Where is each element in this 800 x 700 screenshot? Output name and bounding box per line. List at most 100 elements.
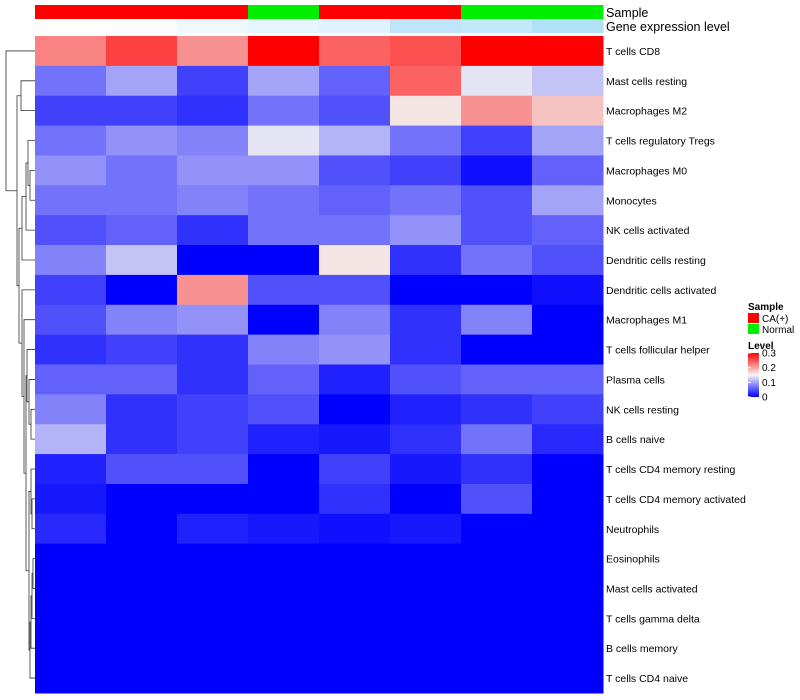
heatmap-cell [319, 633, 391, 664]
row-label: T cells gamma delta [606, 613, 700, 625]
row-label: NK cells resting [606, 404, 679, 416]
heatmap-cell [319, 334, 391, 365]
heatmap-cell [248, 95, 320, 127]
heatmap-cell [35, 513, 107, 545]
expression-track-cell [248, 19, 320, 33]
dendrogram-branch [28, 379, 35, 425]
heatmap-cell [319, 95, 391, 127]
heatmap-cell [461, 543, 533, 575]
dendrogram-branch [31, 573, 35, 619]
sample-track-cell [248, 5, 320, 19]
heatmap-cell [319, 36, 391, 67]
heatmap-cell [177, 65, 249, 97]
heatmap-cell [248, 364, 320, 395]
heatmap-cell [532, 36, 604, 67]
legend-level-colorbar [748, 353, 759, 397]
heatmap-cell [390, 65, 462, 97]
heatmap-cell [319, 185, 391, 216]
heatmap-cell [177, 95, 249, 127]
heatmap-cell [319, 274, 391, 306]
heatmap-cell [390, 185, 462, 216]
heatmap-cell [106, 245, 178, 276]
expression-track-cell [461, 19, 533, 33]
dendrogram-branch [29, 169, 35, 201]
heatmap-cell [319, 65, 391, 97]
heatmap-cell [248, 274, 320, 306]
heatmap-cell [106, 155, 178, 186]
heatmap-cell [106, 513, 178, 545]
heatmap-cell [248, 215, 320, 246]
track-label-expression: Gene expression level [606, 20, 730, 34]
heatmap-cell [35, 483, 107, 515]
heatmap-cell [390, 36, 462, 67]
heatmap-cell [177, 424, 249, 455]
heatmap-cell [177, 304, 249, 336]
heatmap-cell [461, 155, 533, 186]
heatmap-cell [319, 424, 391, 455]
heatmap-cell [106, 603, 178, 634]
heatmap-cell [177, 36, 249, 67]
expression-track-cell [532, 19, 604, 33]
heatmap-cell [248, 543, 320, 575]
heatmap-cell [35, 663, 107, 694]
heatmap-cell [106, 573, 178, 604]
heatmap-cell [106, 483, 178, 515]
heatmap-cell [35, 603, 107, 634]
heatmap-cell [461, 364, 533, 395]
heatmap-cell [532, 603, 604, 634]
legend-swatch-normal [748, 324, 759, 334]
row-label: Mast cells activated [606, 583, 698, 595]
heatmap-cell [248, 513, 320, 545]
dendrogram-branch [20, 80, 35, 112]
heatmap-cell [319, 543, 391, 575]
heatmap-cells [35, 36, 604, 694]
heatmap-cell [319, 663, 391, 694]
heatmap-cell [35, 36, 107, 67]
row-label: NK cells activated [606, 225, 690, 237]
heatmap-cell [532, 274, 604, 306]
heatmap-cell [35, 304, 107, 336]
row-label: Monocytes [606, 195, 657, 207]
legend-swatch-ca [748, 313, 759, 323]
heatmap-cell [390, 394, 462, 425]
heatmap-cell [390, 424, 462, 455]
dendrogram-branch [25, 375, 29, 572]
dendrogram-branch [27, 140, 35, 186]
heatmap-cell [319, 394, 391, 425]
heatmap-cell [461, 663, 533, 694]
heatmap-cell [177, 245, 249, 276]
heatmap-cell [35, 95, 107, 127]
heatmap-cell [532, 663, 604, 694]
heatmap-cell [461, 424, 533, 455]
heatmap-cell [319, 215, 391, 246]
heatmap-cell [461, 454, 533, 485]
heatmap-cell [532, 483, 604, 515]
row-label: Dendritic cells resting [606, 255, 706, 267]
expression-track-cell [35, 19, 107, 33]
row-label: T cells follicular helper [606, 345, 710, 357]
heatmap-cell [461, 603, 533, 634]
heatmap-cell [106, 185, 178, 216]
heatmap-cell [35, 543, 107, 575]
heatmap-cell [532, 304, 604, 336]
heatmap-cell [390, 95, 462, 127]
heatmap-cell [319, 513, 391, 545]
dendrogram-branch [26, 349, 35, 403]
row-label: T cells CD4 naive [606, 673, 688, 685]
heatmap-cell [177, 603, 249, 634]
heatmap-cell [35, 424, 107, 455]
heatmap-cell [319, 573, 391, 604]
heatmap-cell [390, 304, 462, 336]
heatmap-cell [319, 155, 391, 186]
row-label: Neutrophils [606, 524, 659, 536]
heatmap-cell [319, 483, 391, 515]
heatmap-cell [319, 454, 391, 485]
heatmap-cell [35, 454, 107, 485]
heatmap-cell [319, 245, 391, 276]
row-label: Mast cells resting [606, 76, 687, 88]
row-label: Macrophages M0 [606, 165, 687, 177]
expression-track-cell [319, 19, 391, 33]
heatmap-cell [319, 304, 391, 336]
heatmap-cell [319, 125, 391, 156]
heatmap-cell [461, 633, 533, 664]
